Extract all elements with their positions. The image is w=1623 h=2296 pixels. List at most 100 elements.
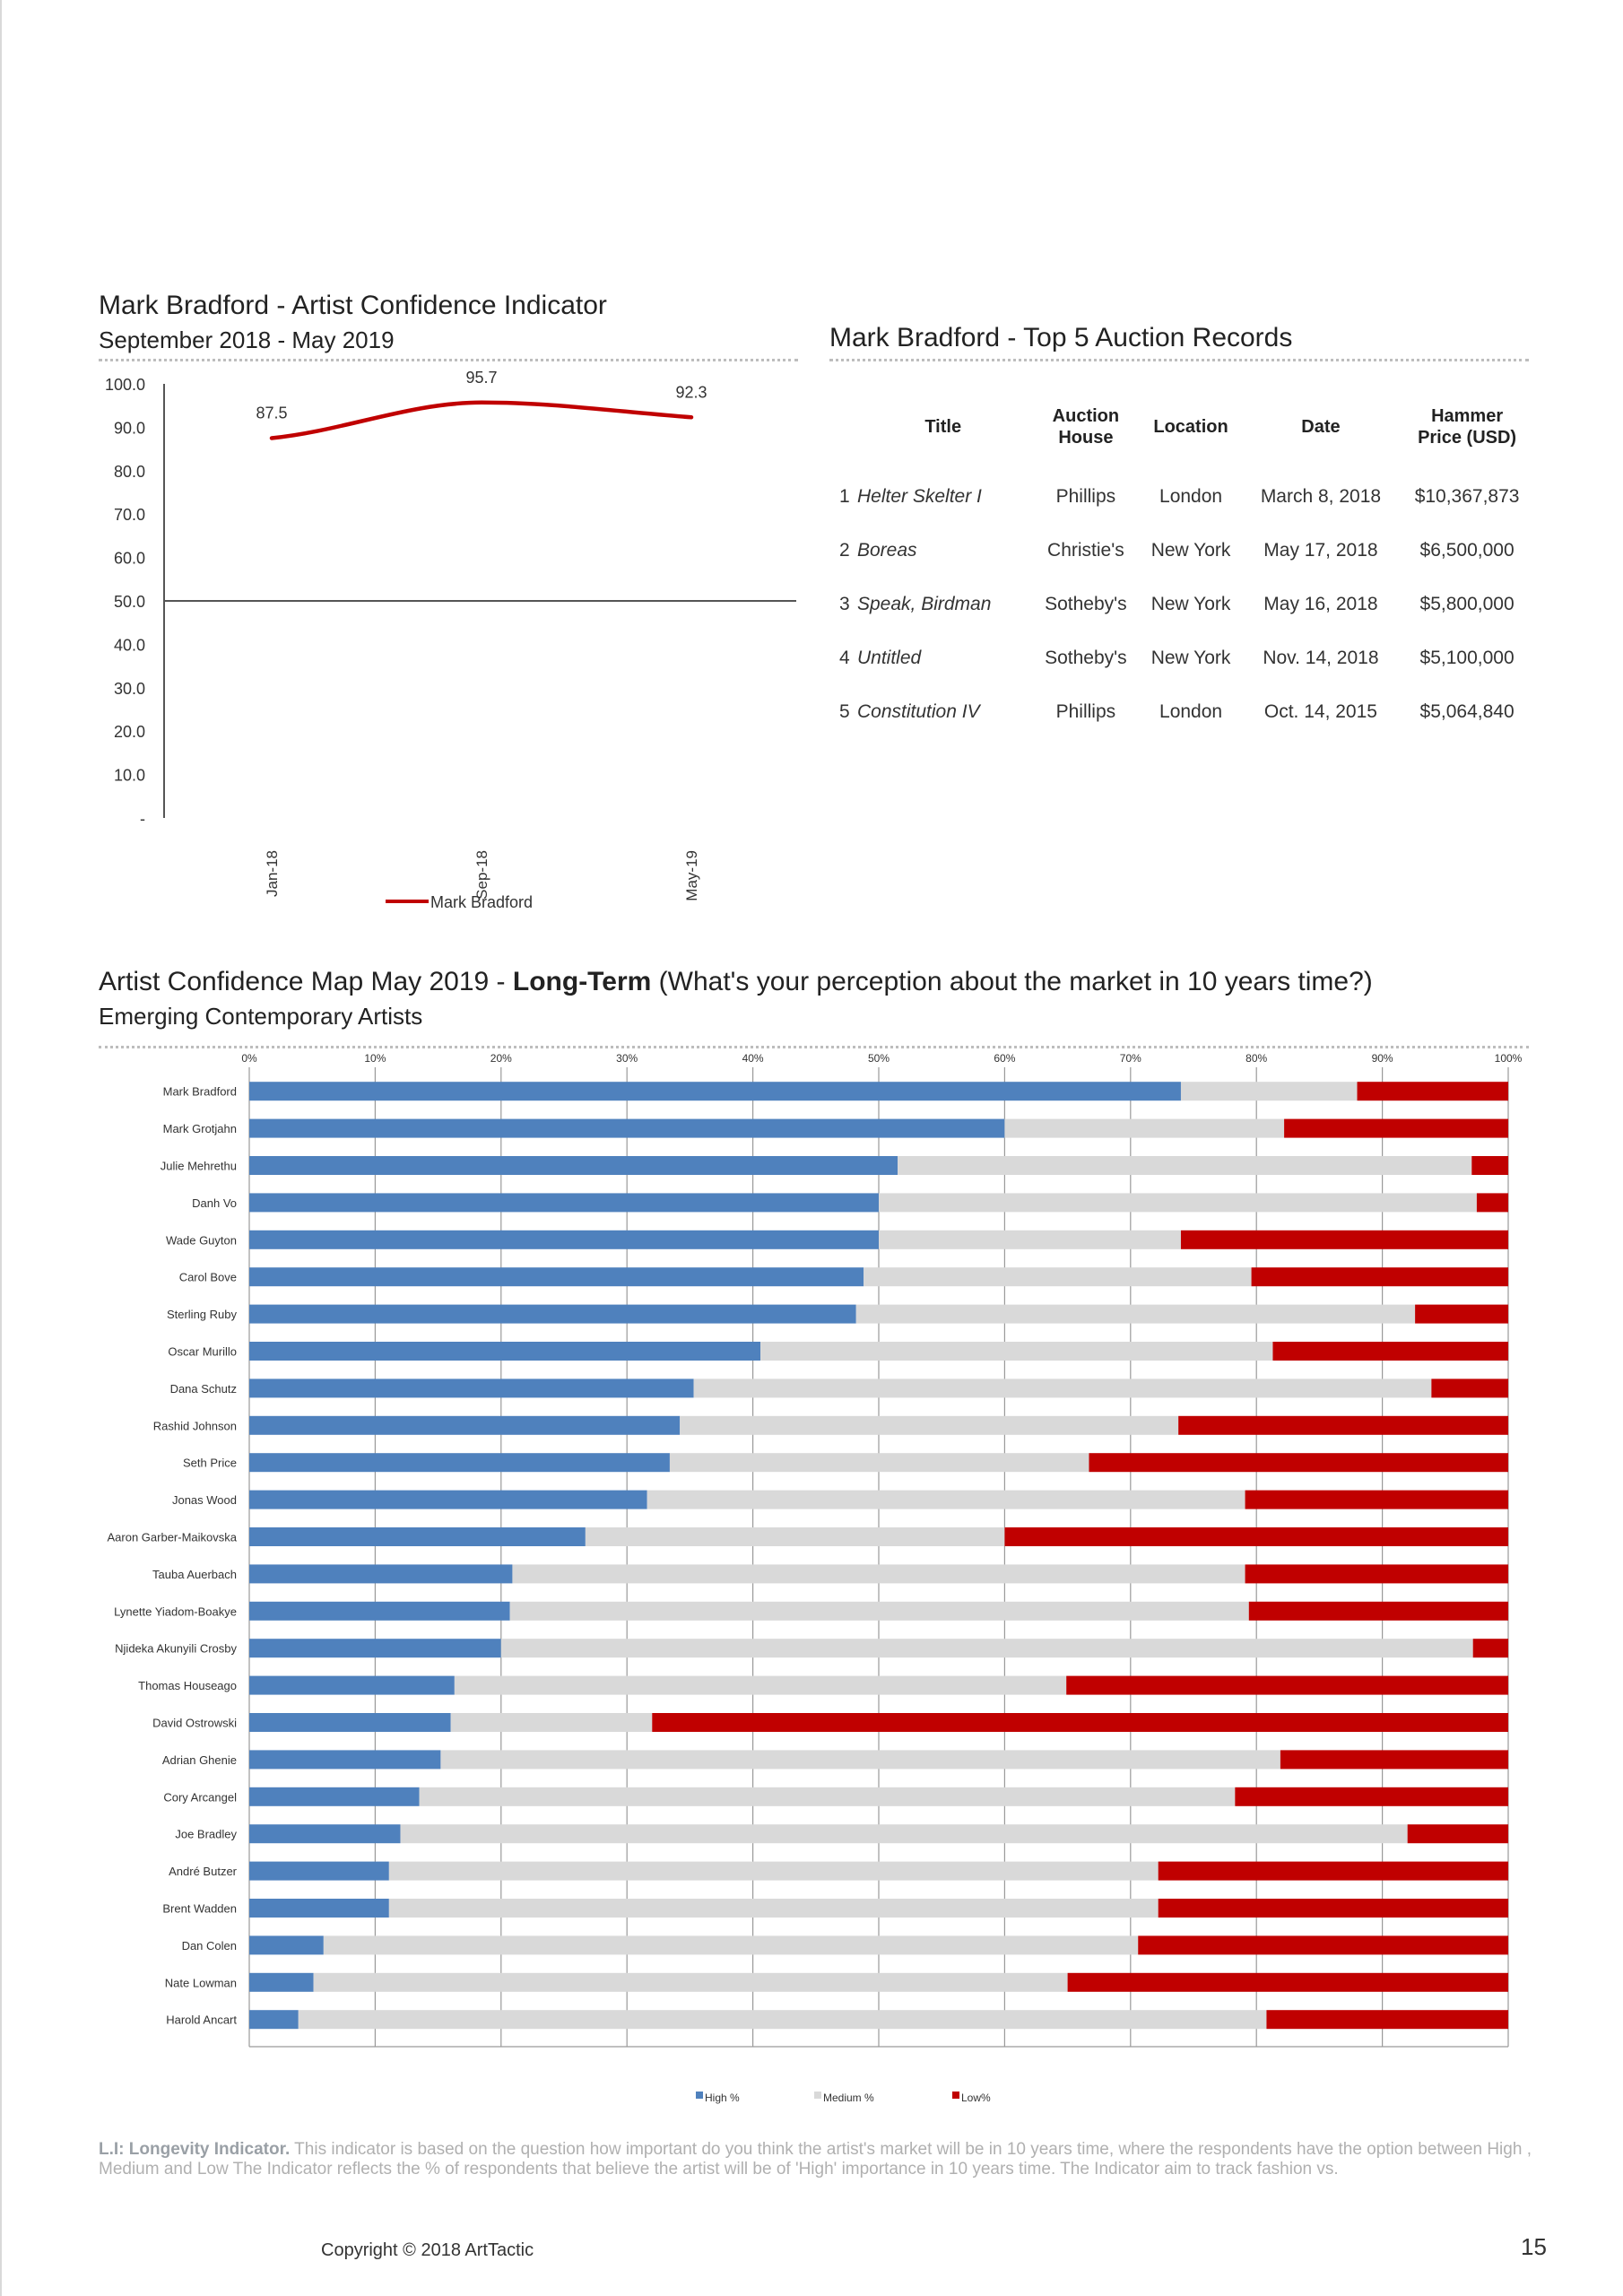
footnote-text: This indicator is based on the question …	[99, 2140, 1532, 2179]
bar-segment	[249, 1861, 389, 1881]
legend-swatch	[952, 2092, 959, 2099]
aci-title: Mark Bradford - Artist Confidence Indica…	[99, 291, 607, 320]
category-label: Wade Guyton	[166, 1233, 237, 1247]
header-date: Date	[1301, 417, 1341, 437]
category-label: André Butzer	[169, 1865, 238, 1878]
bar-segment	[879, 1193, 1477, 1213]
row-date: March 8, 2018	[1260, 486, 1382, 507]
y-tick-label: 40.0	[114, 636, 145, 654]
row-price: $5,064,840	[1419, 701, 1515, 722]
bar-segment	[1180, 1230, 1508, 1249]
records-divider	[829, 359, 1529, 361]
row-rank: 3	[839, 594, 850, 614]
x-tick-label: Sep-18	[473, 850, 490, 900]
category-label: Sterling Ruby	[167, 1308, 238, 1321]
line-chart: 100.0 90.0 80.0 70.0 60.0 50.0 40.0 30.0 20.0 10.…	[105, 369, 796, 911]
category-label: Njideka Akunyili Crosby	[115, 1642, 237, 1656]
bar-segment	[864, 1267, 1252, 1287]
bar-segment	[249, 1564, 513, 1584]
category-label: Adrian Ghenie	[162, 1753, 237, 1767]
category-label: Julie Mehrethu	[161, 1160, 237, 1173]
row-rank: 4	[839, 648, 850, 668]
page-number: 15	[1521, 2233, 1547, 2260]
bar-segment	[500, 1639, 1473, 1658]
table-row: 2 Boreas Christie's New York May 17, 201…	[827, 524, 1535, 578]
page-left-border	[0, 0, 2, 2296]
x-tick-label: 70%	[1120, 1052, 1141, 1065]
x-tick-label: 30%	[616, 1052, 638, 1065]
bar-segment	[1266, 2010, 1508, 2030]
bar-segment	[1004, 1527, 1508, 1546]
row-house: Phillips	[1055, 486, 1116, 507]
bar-segment	[419, 1787, 1236, 1806]
map-title: Artist Confidence Map May 2019 - Long-Te…	[99, 967, 1373, 997]
category-label: Carol Bove	[179, 1271, 237, 1284]
header-location: Location	[1153, 417, 1228, 437]
row-rank: 1	[839, 486, 850, 507]
row-rank: 2	[839, 540, 850, 561]
row-title: Helter Skelter I	[857, 486, 982, 507]
bar-segment	[450, 1713, 653, 1732]
category-label: Brent Wadden	[162, 1902, 237, 1916]
x-tick-label: 20%	[490, 1052, 512, 1065]
row-house: Sotheby's	[1045, 594, 1127, 614]
x-tick-label: 80%	[1245, 1052, 1267, 1065]
legend-label: Medium %	[823, 2092, 874, 2104]
bar-segment	[249, 1118, 1005, 1138]
bar-segment	[1415, 1304, 1508, 1324]
category-label: Danh Vo	[192, 1196, 237, 1210]
row-location: New York	[1150, 540, 1231, 561]
category-label: Dan Colen	[182, 1939, 237, 1952]
map-divider	[99, 1046, 1529, 1048]
header-title: Title	[924, 417, 962, 437]
bar-segment	[323, 1935, 1139, 1955]
category-label: Cory Arcangel	[163, 1790, 237, 1804]
bar-segment	[1066, 1675, 1508, 1695]
y-tick-label: 50.0	[114, 593, 145, 611]
bar-segment	[1284, 1118, 1508, 1138]
row-price: $10,367,873	[1414, 486, 1520, 507]
map-title-prefix: Artist Confidence Map May 2019 -	[99, 967, 513, 996]
map-title-suffix: (What's your perception about the market…	[651, 967, 1373, 996]
table-row: 5 Constitution IV Phillips London Oct. 1…	[827, 685, 1535, 739]
bar-segment	[1472, 1639, 1508, 1658]
y-tick-label: 80.0	[114, 463, 145, 481]
row-house: Phillips	[1055, 701, 1116, 722]
y-tick-label: 60.0	[114, 550, 145, 568]
bar-segment	[249, 1527, 586, 1546]
aci-subtitle: September 2018 - May 2019	[99, 326, 395, 353]
category-label: Nate Lowman	[165, 1976, 237, 1989]
bar-segment	[440, 1750, 1280, 1770]
bar-segment	[249, 1378, 694, 1398]
y-tick-label: 100.0	[105, 376, 145, 394]
row-title: Untitled	[857, 648, 922, 668]
header-rank	[827, 384, 854, 470]
row-location: New York	[1150, 648, 1231, 668]
records-title: Mark Bradford - Top 5 Auction Records	[829, 323, 1293, 352]
legend-swatch	[696, 2092, 703, 2099]
bar-segment	[1476, 1193, 1508, 1213]
bar-segment	[1138, 1935, 1508, 1955]
row-price: $6,500,000	[1419, 540, 1515, 561]
bar-segment	[669, 1453, 1089, 1473]
table-row: 3 Speak, Birdman Sotheby's New York May …	[827, 578, 1535, 631]
bar-segment	[249, 1453, 670, 1473]
bar-segment	[1245, 1564, 1508, 1584]
bar-segment	[1067, 1972, 1508, 1992]
bar-segment	[1178, 1415, 1508, 1435]
bar-segment	[512, 1564, 1245, 1584]
bar-segment	[652, 1713, 1508, 1732]
bar-segment	[249, 1899, 389, 1918]
bar-segment	[693, 1378, 1432, 1398]
row-title: Constitution IV	[857, 701, 980, 722]
legend-label: Low%	[961, 2092, 991, 2104]
bar-segment	[898, 1156, 1472, 1175]
y-tick-label: 70.0	[114, 506, 145, 524]
bar-segment	[249, 1935, 324, 1955]
x-tick-label: 50%	[868, 1052, 890, 1065]
row-location: New York	[1150, 594, 1231, 614]
map-subtitle: Emerging Contemporary Artists	[99, 1003, 423, 1030]
category-label: Thomas Houseago	[138, 1679, 237, 1692]
x-tick-label: Jan-18	[264, 850, 281, 897]
row-house: Sotheby's	[1045, 648, 1127, 668]
